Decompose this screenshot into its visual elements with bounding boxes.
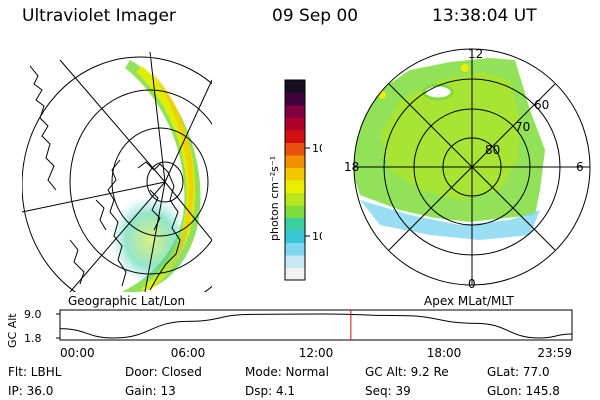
gc-alt-plot-frame: [59, 309, 573, 341]
info-ip: IP: 36.0: [8, 384, 54, 398]
mlt-label-18: 18: [344, 160, 359, 174]
colorbar-band-2: [285, 242, 305, 256]
colorbar-band-7: [285, 180, 305, 193]
gc-alt-series-group: [59, 310, 572, 340]
polar-hotspot-2: [461, 64, 469, 72]
colorbar-band-8: [285, 167, 305, 181]
info-mode: Mode: Normal: [245, 365, 329, 379]
polar-hotspot-1: [378, 91, 386, 99]
info-gc-alt: GC Alt: 9.2 Re: [365, 365, 449, 379]
info-glat: GLat: 77.0: [487, 365, 550, 379]
x-tick-labels: 00:00 06:00 12:00 18:00 23:59: [60, 346, 572, 360]
gc-alt-line: [59, 313, 572, 339]
colorbar-band-1: [285, 255, 305, 268]
colorbar-frame: [284, 79, 306, 281]
y-tick-label-max: 9.0: [24, 308, 42, 321]
info-door: Door: Closed: [125, 365, 202, 379]
polar-bright-spot: [422, 83, 454, 101]
polar-emission-edge: [360, 200, 540, 240]
y-tick-label-min: 1.8: [24, 332, 42, 345]
mlat-label-60: 60: [534, 98, 549, 112]
colorbar-band-10: [285, 142, 305, 156]
info-dsp: Dsp: 4.1: [245, 384, 296, 398]
mlt-label-6: 6: [576, 160, 584, 174]
colorbar-band-0: [285, 267, 305, 281]
info-glon: GLon: 145.8: [487, 384, 560, 398]
x-tick-label: 00:00: [60, 346, 95, 360]
geographic-panel-label: Geographic Lat/Lon: [68, 294, 186, 308]
colorbar-band-4: [285, 217, 305, 231]
colorbar-band-12: [285, 117, 305, 131]
mlt-label-0: 0: [468, 277, 476, 291]
coastlines: [29, 65, 181, 291]
apex-panel-label: Apex MLat/MLT: [424, 294, 514, 308]
colorbar-band-11: [285, 130, 305, 143]
date-label: 09 Sep 00: [272, 6, 359, 26]
x-tick-label: 12:00: [299, 346, 334, 360]
instrument-title: Ultraviolet Imager: [22, 6, 176, 26]
polar-grid: [353, 48, 591, 286]
dayside-glow: [110, 195, 190, 285]
mlat-label-80: 80: [485, 143, 500, 157]
x-tick-label: 06:00: [171, 346, 206, 360]
colorbar-band-15: [285, 80, 305, 93]
colorbar-band-6: [285, 192, 305, 206]
colorbar-band-9: [285, 155, 305, 168]
colorbar-band-3: [285, 230, 305, 243]
colorbar-tick-label-100: 100: [312, 142, 322, 155]
x-tick-label: 23:59: [537, 346, 572, 360]
gc-alt-chart: GC Alt 9.0 1.8 00:00 06:00 12:00 18:00 23:59: [6, 308, 573, 360]
time-label: 13:38:04 UT: [432, 6, 537, 26]
mlt-label-12: 12: [468, 47, 483, 61]
x-tick-label: 18:00: [427, 346, 462, 360]
polar-emission-core: [380, 72, 520, 200]
colorbar: 100 10 photon cm⁻²s⁻¹: [268, 79, 322, 281]
info-gain: Gain: 13: [125, 384, 176, 398]
mlat-label-70: 70: [515, 120, 530, 134]
polar-plot: 12 18 6 0 60 70 80: [344, 47, 591, 291]
info-flt: Flt: LBHL: [8, 365, 62, 379]
colorbar-band-13: [285, 105, 305, 118]
colorbar-band-5: [285, 205, 305, 218]
colorbar-unit-label: photon cm⁻²s⁻¹: [268, 156, 281, 241]
colorbar-band-14: [285, 92, 305, 106]
colorbar-tick-label-10: 10: [312, 230, 322, 243]
gc-alt-axis-label: GC Alt: [6, 313, 19, 348]
geographic-image: [22, 52, 212, 292]
colorbar-gradient: [285, 80, 305, 281]
info-seq: Seq: 39: [365, 384, 411, 398]
